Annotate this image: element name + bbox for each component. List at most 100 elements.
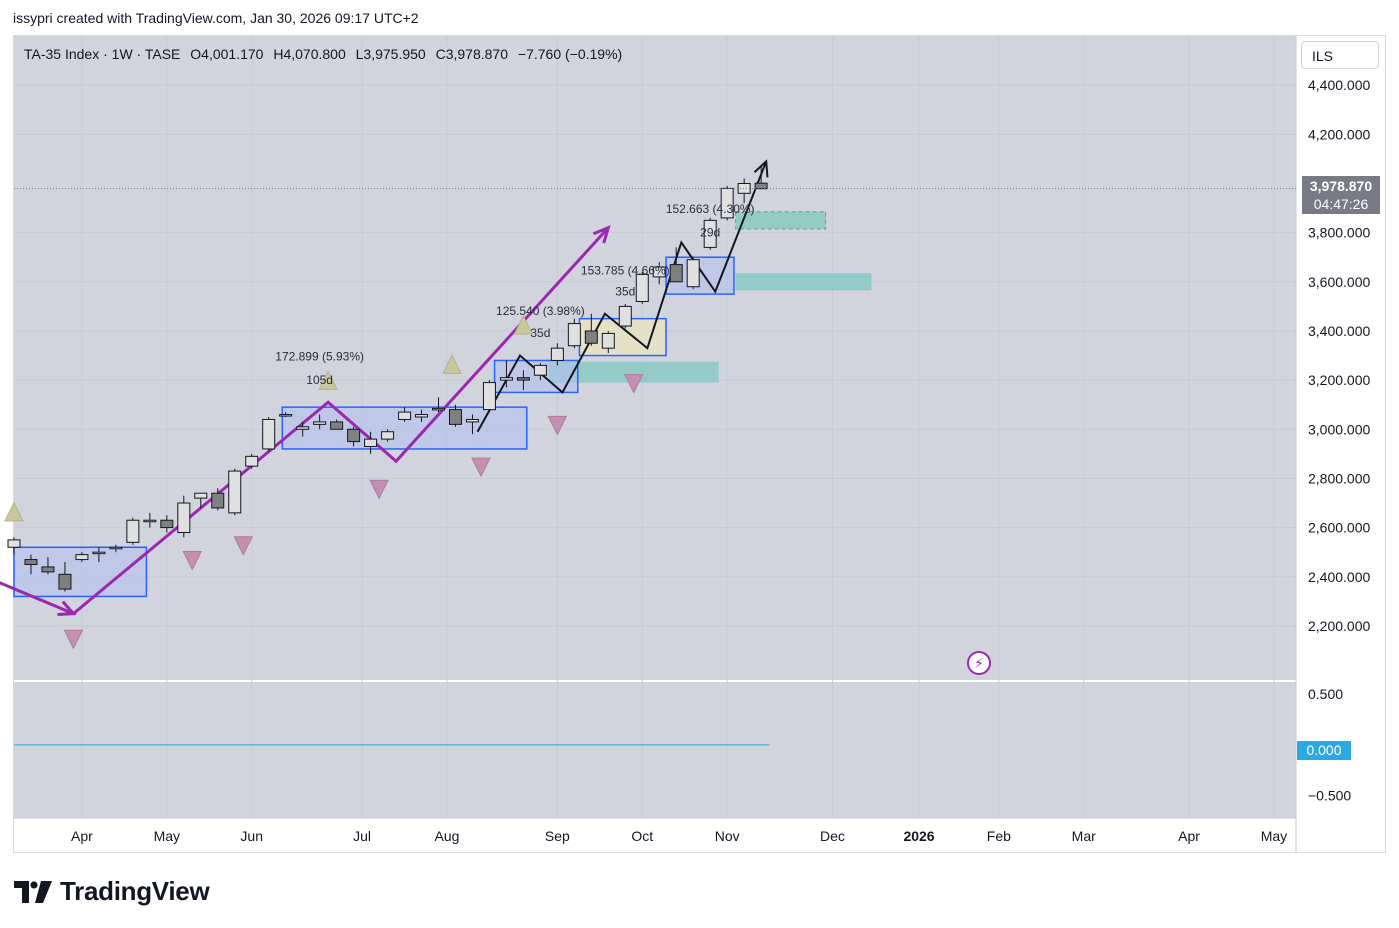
ohlc-legend: TA-35 Index · 1W · TASE O4,001.170 H4,07… bbox=[24, 46, 628, 62]
indicator-tick-label: −0.500 bbox=[1308, 788, 1351, 804]
symbol-label[interactable]: TA-35 Index · 1W · TASE bbox=[24, 46, 181, 62]
measure-duration-label: 35d bbox=[530, 326, 550, 340]
triangle-down-marker bbox=[182, 551, 203, 571]
price-tick-label: 3,400.000 bbox=[1308, 323, 1370, 339]
candle-body bbox=[482, 382, 496, 411]
bar-countdown: 04:47:26 bbox=[1313, 196, 1369, 212]
candle-body bbox=[465, 418, 479, 423]
candle-body bbox=[245, 455, 259, 467]
time-tick-label: Apr bbox=[1178, 828, 1200, 844]
range-box bbox=[665, 256, 735, 295]
time-tick-label: Jul bbox=[353, 828, 371, 844]
candle-body bbox=[499, 377, 513, 381]
candle-body bbox=[211, 492, 225, 509]
time-tick-label: May bbox=[1261, 828, 1287, 844]
price-tick-label: 3,000.000 bbox=[1308, 421, 1370, 437]
candle-body bbox=[652, 266, 666, 278]
candle-body bbox=[686, 259, 700, 288]
candle-body bbox=[737, 182, 751, 194]
support-zone bbox=[548, 361, 719, 383]
candle-body bbox=[177, 502, 191, 534]
candle-body bbox=[364, 438, 378, 447]
indicator-tick-label: 0.500 bbox=[1308, 686, 1343, 702]
candle-body bbox=[398, 411, 412, 420]
candle-body bbox=[720, 187, 734, 219]
candle-body bbox=[296, 426, 310, 430]
measure-label: 152.663 (4.30%) bbox=[666, 202, 755, 216]
price-tick-label: 4,200.000 bbox=[1308, 126, 1370, 142]
candle-body bbox=[313, 421, 327, 425]
candle-body bbox=[567, 323, 581, 347]
triangle-down-marker bbox=[623, 374, 644, 394]
measure-duration-label: 105d bbox=[306, 373, 333, 387]
candle-body bbox=[754, 182, 768, 190]
price-tick-label: 2,400.000 bbox=[1308, 569, 1370, 585]
triangle-up-marker bbox=[318, 370, 338, 390]
triangle-down-marker bbox=[547, 415, 568, 436]
time-tick-label: 2026 bbox=[903, 828, 934, 844]
triangle-up-marker bbox=[4, 501, 24, 522]
candle-body bbox=[92, 551, 106, 555]
last-price-tag: 3,978.870 04:47:26 bbox=[1302, 176, 1380, 214]
time-tick-label: Oct bbox=[631, 828, 653, 844]
measure-label: 153.785 (4.66%) bbox=[581, 263, 670, 277]
tradingview-logo-icon bbox=[14, 880, 52, 903]
price-tick-label: 3,800.000 bbox=[1308, 225, 1370, 241]
triangle-down-marker bbox=[471, 457, 491, 478]
support-zone-outline bbox=[735, 211, 827, 230]
candle-body bbox=[75, 554, 89, 561]
time-tick-label: Dec bbox=[820, 828, 845, 844]
time-tick-label: May bbox=[154, 828, 180, 844]
measure-duration-label: 35d bbox=[615, 284, 635, 298]
open-value: O4,001.170 bbox=[190, 46, 264, 62]
measure-label: 172.899 (5.93%) bbox=[275, 349, 364, 363]
price-tick-label: 3,200.000 bbox=[1308, 372, 1370, 388]
candle-body bbox=[143, 519, 157, 523]
candle-body bbox=[618, 305, 632, 327]
candle-body bbox=[262, 418, 276, 450]
candle-body bbox=[635, 273, 649, 302]
candle-body bbox=[550, 347, 564, 361]
candle-body bbox=[126, 519, 140, 543]
footer-brand: TradingView bbox=[14, 876, 210, 907]
time-tick-label: Nov bbox=[715, 828, 740, 844]
candle-body bbox=[160, 519, 174, 529]
time-tick-label: Jun bbox=[240, 828, 263, 844]
triangle-down-marker bbox=[233, 536, 254, 556]
price-tick-label: 4,400.000 bbox=[1308, 77, 1370, 93]
time-tick-label: Mar bbox=[1072, 828, 1096, 844]
indicator-pane-bg bbox=[14, 682, 1296, 818]
currency-button[interactable]: ILS bbox=[1301, 41, 1379, 69]
candle-body bbox=[194, 492, 208, 499]
measure-duration-label: 29d bbox=[700, 225, 720, 239]
candle-body bbox=[584, 330, 598, 344]
candle-body bbox=[432, 407, 446, 411]
price-tick-label: 2,600.000 bbox=[1308, 520, 1370, 536]
measure-label: 125.540 (3.98%) bbox=[496, 304, 585, 318]
price-tick-label: 2,800.000 bbox=[1308, 470, 1370, 486]
price-pane-bg bbox=[14, 36, 1296, 680]
candle-body bbox=[448, 409, 462, 425]
time-tick-label: Aug bbox=[435, 828, 460, 844]
price-tick-label: 3,600.000 bbox=[1308, 274, 1370, 290]
candle-body bbox=[41, 566, 55, 573]
purple-arrowhead bbox=[57, 600, 77, 616]
black-arrowhead bbox=[753, 159, 769, 178]
triangle-up-marker bbox=[442, 354, 462, 374]
candle-body bbox=[279, 414, 293, 417]
support-zone bbox=[735, 211, 826, 229]
purple-trend-path bbox=[0, 226, 610, 616]
purple-arrowhead bbox=[592, 225, 611, 244]
triangle-down-marker bbox=[63, 629, 84, 650]
indicator-zero-tag: 0.000 bbox=[1297, 741, 1351, 760]
time-tick-label: Sep bbox=[545, 828, 570, 844]
lightning-icon[interactable]: ⚡ bbox=[967, 651, 991, 675]
triangle-down-marker bbox=[369, 479, 389, 500]
support-zone bbox=[735, 273, 872, 291]
brand-wordmark: TradingView bbox=[60, 876, 210, 906]
author-header: issypri created with TradingView.com, Ja… bbox=[13, 10, 419, 26]
low-value: L3,975.950 bbox=[355, 46, 426, 62]
high-value: H4,070.800 bbox=[273, 46, 346, 62]
time-tick-label: Feb bbox=[987, 828, 1011, 844]
